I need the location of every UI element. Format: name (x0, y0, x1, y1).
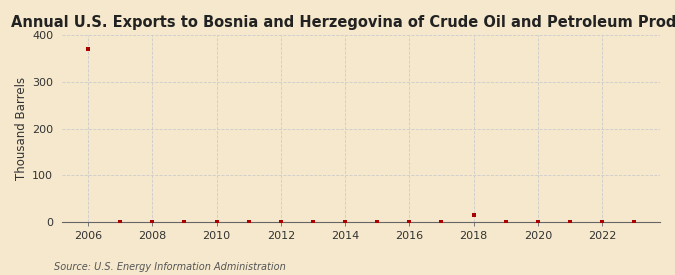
Point (211, 219, 222, 224)
Point (404, 219, 414, 224)
Point (147, 219, 158, 224)
Point (500, 219, 511, 224)
Point (308, 219, 319, 224)
Point (597, 219, 608, 224)
Title: Annual U.S. Exports to Bosnia and Herzegovina of Crude Oil and Petroleum Product: Annual U.S. Exports to Bosnia and Herzeg… (11, 15, 675, 30)
Point (372, 219, 383, 224)
Point (468, 213, 479, 217)
Point (340, 219, 350, 224)
Text: Source: U.S. Energy Information Administration: Source: U.S. Energy Information Administ… (54, 262, 286, 272)
Point (243, 219, 254, 224)
Point (564, 219, 575, 224)
Y-axis label: Thousand Barrels: Thousand Barrels (15, 77, 28, 180)
Point (179, 219, 190, 224)
Point (82, 47, 93, 51)
Point (115, 219, 126, 224)
Point (436, 219, 447, 224)
Point (275, 219, 286, 224)
Point (629, 219, 640, 224)
Point (533, 219, 543, 224)
